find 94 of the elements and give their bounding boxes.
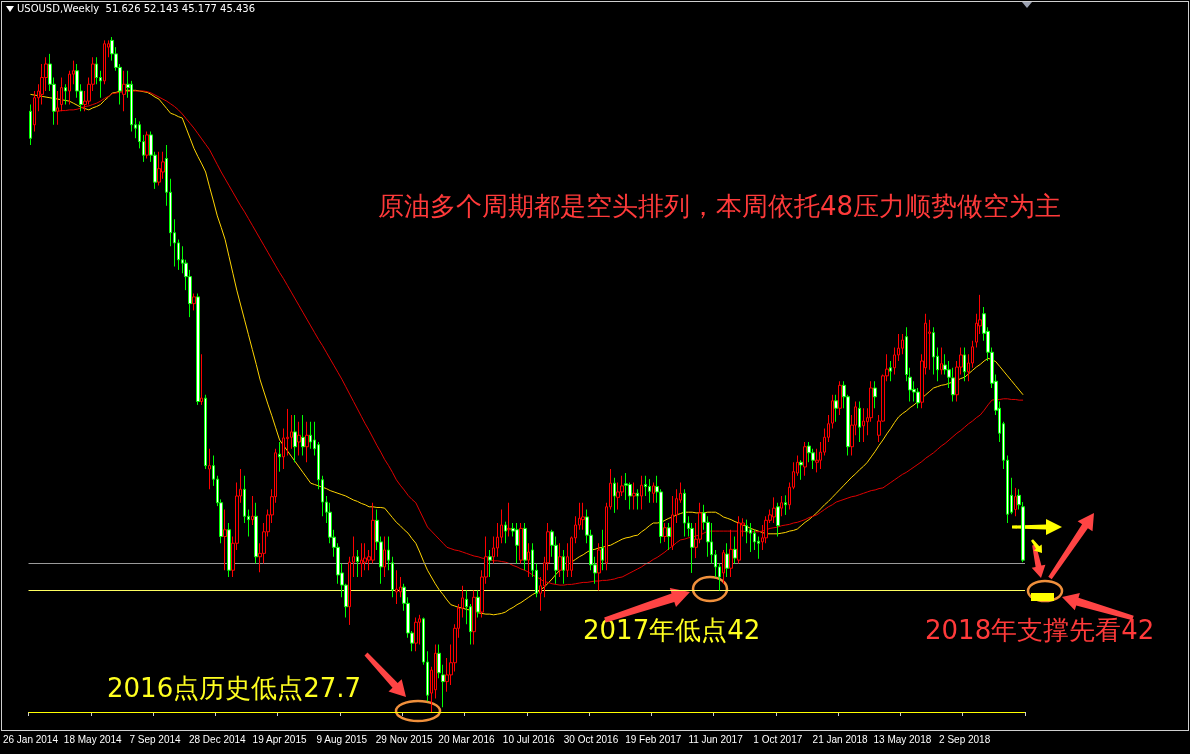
candlestick (488, 549, 492, 578)
candlestick (297, 421, 301, 456)
x-tick-label: 7 Sep 2014 (129, 733, 182, 745)
candlestick (749, 522, 752, 553)
x-tick-label: 30 Oct 2016 (563, 733, 619, 745)
candlestick (722, 549, 725, 585)
candlestick (648, 478, 651, 504)
candlestick (200, 353, 203, 406)
x-tick-label: 10 Jul 2016 (502, 733, 555, 745)
candlestick (254, 502, 258, 564)
candlestick (1014, 487, 1017, 517)
chart-title: USOUSD,Weekly 51.626 52.143 45.177 45.436 (17, 3, 256, 14)
candlestick (414, 617, 418, 652)
x-tick-label: 26 Jan 2014 (2, 733, 59, 745)
candlestick (515, 522, 519, 564)
candlestick (784, 494, 787, 516)
candlestick (278, 441, 281, 473)
candlestick (834, 394, 838, 423)
candlestick (519, 522, 523, 564)
candlestick (157, 151, 161, 186)
x-tick-label: 11 Jun 2017 (688, 733, 744, 745)
candlestick (301, 414, 305, 456)
candlestick (360, 542, 363, 578)
candlestick (683, 488, 686, 537)
candlestick (356, 549, 359, 578)
x-tick-label: 20 Mar 2016 (438, 733, 495, 745)
candlestick (601, 529, 604, 571)
candlestick (640, 475, 643, 510)
x-tick-label: 28 Dec 2014 (188, 733, 247, 745)
candlestick (613, 477, 616, 514)
candlestick (60, 77, 63, 112)
candlestick (527, 542, 530, 578)
x-tick-label: 1 Oct 2017 (753, 733, 803, 745)
candlestick (507, 502, 511, 537)
candlestick (56, 90, 59, 126)
x-tick-label: 29 Nov 2015 (375, 733, 433, 745)
candlestick (395, 569, 398, 605)
candlestick (64, 83, 67, 105)
annotation: 2016点历史低点27.7 (107, 673, 362, 703)
candlestick (858, 401, 861, 443)
candlestick (963, 347, 966, 382)
annotation: 2018年支撑先看42 (925, 615, 1155, 645)
candlestick (772, 496, 776, 524)
candlestick (803, 441, 807, 477)
candlestick (251, 495, 254, 526)
candlestick (667, 522, 671, 551)
x-tick-label: 2 Sep 2018 (939, 733, 991, 745)
candlestick (729, 529, 733, 578)
candlestick (663, 522, 667, 543)
candlestick (725, 542, 729, 578)
candlestick (504, 521, 507, 544)
candlestick (838, 380, 842, 416)
candlestick (776, 502, 780, 537)
candlestick (208, 448, 211, 490)
x-tick-label: 21 Jan 2018 (812, 733, 869, 745)
candlestick (204, 394, 207, 470)
candlestick (387, 536, 390, 571)
candlestick (799, 459, 803, 481)
candlestick (227, 522, 231, 578)
candlestick (558, 542, 562, 578)
candlestick (632, 482, 636, 510)
candlestick (196, 293, 200, 406)
candlestick (305, 421, 309, 463)
candlestick (103, 39, 106, 85)
candlestick (737, 515, 741, 564)
candlestick (562, 549, 565, 585)
candlestick (145, 131, 149, 159)
candlestick (223, 509, 227, 571)
candlestick (383, 536, 386, 578)
x-tick-label: 19 Feb 2017 (625, 733, 682, 745)
candlestick (29, 104, 32, 146)
x-tick-label: 19 Apr 2015 (252, 733, 307, 745)
candlestick (192, 293, 196, 311)
annotation: 原油多个周期都是空头排列，本周依托48压力顺势做空为主 (378, 191, 1062, 221)
candlestick (476, 590, 480, 618)
annotation: 2017年低点42 (583, 615, 761, 645)
candlestick (636, 488, 639, 510)
candlestick (472, 590, 476, 645)
x-tick-label: 13 May 2018 (873, 733, 932, 745)
candlestick (889, 360, 892, 382)
candlestick (391, 556, 394, 598)
candlestick (523, 522, 527, 571)
candlestick (293, 414, 297, 463)
x-tick-label: 9 Aug 2015 (316, 733, 368, 745)
candlestick (780, 495, 783, 517)
candlestick (940, 347, 943, 375)
candlestick (597, 542, 601, 591)
x-tick-label: 18 May 2014 (63, 733, 123, 745)
candlestick (581, 502, 585, 531)
candlestick (652, 482, 655, 504)
candlestick (873, 380, 877, 409)
candlestick (733, 536, 737, 564)
candlestick (122, 70, 126, 112)
candlestick (862, 407, 865, 443)
